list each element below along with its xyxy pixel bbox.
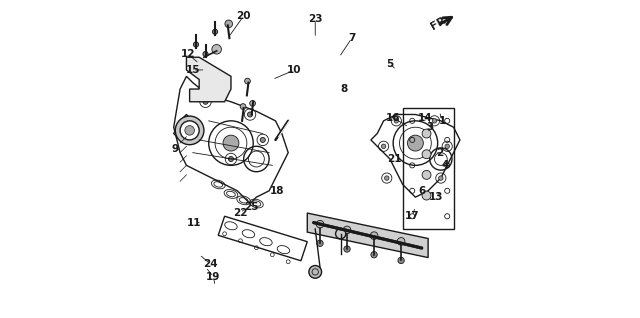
Circle shape — [385, 176, 389, 180]
Circle shape — [397, 238, 405, 245]
Text: 1: 1 — [439, 116, 446, 126]
Circle shape — [244, 78, 250, 84]
Circle shape — [394, 119, 399, 123]
Circle shape — [316, 220, 324, 228]
Polygon shape — [371, 114, 460, 197]
Polygon shape — [186, 57, 231, 102]
Circle shape — [422, 191, 431, 200]
Circle shape — [223, 135, 239, 151]
Polygon shape — [218, 216, 307, 261]
Text: 24: 24 — [203, 259, 218, 269]
Text: 17: 17 — [405, 211, 420, 221]
Circle shape — [371, 232, 378, 239]
Text: 16: 16 — [386, 113, 401, 123]
Circle shape — [180, 121, 199, 140]
Text: 9: 9 — [172, 144, 179, 155]
Circle shape — [225, 20, 232, 28]
Circle shape — [408, 135, 423, 151]
Text: 22: 22 — [233, 208, 248, 218]
Circle shape — [193, 42, 198, 47]
Text: 21: 21 — [387, 154, 402, 164]
Text: 8: 8 — [340, 84, 348, 94]
Text: 12: 12 — [180, 49, 195, 59]
Circle shape — [240, 104, 246, 109]
Circle shape — [398, 257, 404, 264]
Polygon shape — [173, 114, 199, 143]
Text: 23: 23 — [308, 14, 323, 24]
Circle shape — [175, 116, 204, 145]
Circle shape — [203, 99, 208, 104]
Text: 15: 15 — [186, 65, 200, 75]
Text: 19: 19 — [206, 272, 221, 282]
Circle shape — [260, 137, 266, 142]
Circle shape — [309, 266, 321, 278]
Text: 25: 25 — [244, 202, 259, 212]
Circle shape — [445, 144, 449, 149]
Bar — [403, 108, 454, 229]
Circle shape — [422, 129, 431, 138]
Text: 2: 2 — [436, 148, 443, 158]
Text: 13: 13 — [429, 192, 444, 202]
Text: 3: 3 — [426, 122, 433, 132]
Polygon shape — [307, 213, 428, 258]
Text: 18: 18 — [270, 186, 284, 196]
Text: 6: 6 — [418, 186, 426, 196]
Polygon shape — [173, 76, 288, 204]
Circle shape — [228, 156, 234, 162]
Circle shape — [381, 144, 386, 149]
Circle shape — [432, 119, 436, 123]
Circle shape — [422, 170, 431, 179]
Circle shape — [335, 229, 346, 239]
Text: 10: 10 — [287, 65, 302, 75]
Text: 4: 4 — [442, 160, 449, 170]
Circle shape — [212, 29, 218, 34]
Text: 20: 20 — [236, 11, 251, 21]
Circle shape — [248, 112, 253, 117]
Text: FR.: FR. — [429, 13, 452, 32]
Text: 14: 14 — [418, 113, 432, 123]
Circle shape — [203, 52, 208, 57]
Circle shape — [317, 240, 323, 246]
Circle shape — [185, 126, 195, 135]
Circle shape — [212, 45, 221, 54]
Text: 5: 5 — [387, 59, 394, 69]
Circle shape — [344, 246, 350, 252]
Circle shape — [250, 100, 255, 106]
Circle shape — [422, 150, 431, 159]
Text: 7: 7 — [348, 33, 355, 43]
Circle shape — [371, 252, 377, 258]
Circle shape — [343, 226, 351, 234]
Circle shape — [438, 176, 443, 180]
Text: 11: 11 — [187, 218, 202, 228]
